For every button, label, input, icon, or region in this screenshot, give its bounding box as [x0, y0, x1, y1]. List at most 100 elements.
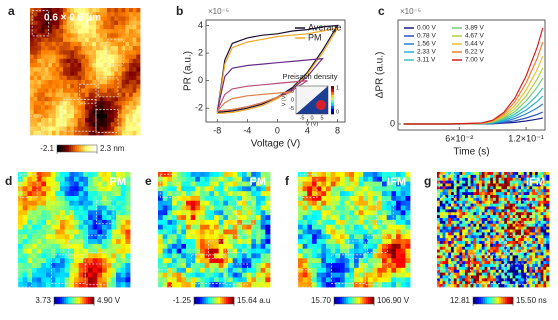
- map-pixel: [349, 219, 355, 226]
- map-pixel: [195, 248, 201, 254]
- map-pixel: [391, 176, 397, 182]
- map-pixel: [448, 200, 452, 205]
- map-pixel: [85, 16, 90, 22]
- map-pixel: [456, 249, 460, 253]
- map-pixel: [451, 180, 455, 184]
- map-pixel: [63, 46, 68, 51]
- map-pixel: [85, 50, 90, 55]
- map-pixel: [487, 223, 491, 228]
- colorbar-step: [503, 297, 506, 304]
- map-pixel: [55, 195, 61, 202]
- map-pixel: [529, 218, 533, 222]
- map-pixel: [439, 197, 443, 202]
- map-pixel: [532, 264, 536, 268]
- map-pixel: [78, 272, 84, 278]
- map-pixel: [456, 220, 460, 225]
- map-pixel: [504, 200, 508, 205]
- map-pixel: [228, 191, 234, 197]
- map-pixel: [214, 248, 220, 254]
- map-pixel: [540, 180, 544, 184]
- inset-colorbar-step: [331, 108, 334, 112]
- map-pixel: [55, 71, 60, 77]
- map-pixel: [167, 186, 173, 192]
- map-pixel: [354, 195, 360, 202]
- map-pixel: [476, 172, 480, 176]
- map-pixel: [451, 203, 455, 207]
- map-pixel: [209, 210, 215, 216]
- map-pixel: [256, 172, 262, 178]
- map-pixel: [66, 84, 71, 89]
- map-pixel: [354, 253, 360, 259]
- map-pixel: [473, 272, 477, 276]
- map-pixel: [465, 218, 469, 222]
- map-pixel: [368, 176, 374, 182]
- map-pixel: [125, 41, 130, 47]
- map-pixel: [44, 118, 49, 123]
- map-pixel: [114, 118, 119, 123]
- map-pixel: [74, 224, 80, 230]
- map-pixel: [504, 284, 508, 288]
- map-pixel: [377, 258, 383, 264]
- map-pixel: [529, 177, 533, 182]
- map-pixel: [48, 84, 53, 89]
- map-pixel: [74, 20, 79, 26]
- map-pixel: [200, 176, 206, 182]
- map-pixel: [537, 284, 541, 288]
- map-pixel: [529, 266, 533, 271]
- map-pixel: [172, 263, 178, 269]
- map-pixel: [363, 267, 369, 274]
- map-pixel: [512, 284, 516, 288]
- map-pixel: [540, 200, 544, 205]
- map-pixel: [330, 210, 336, 216]
- map-pixel: [260, 219, 266, 226]
- map-pixel: [490, 264, 494, 268]
- map-pixel: [204, 205, 210, 211]
- map-pixel: [60, 234, 66, 240]
- map-pixel: [368, 277, 374, 283]
- map-pixel: [88, 92, 93, 98]
- map-pixel: [535, 278, 539, 282]
- map-pixel: [176, 172, 182, 178]
- map-pixel: [529, 197, 533, 202]
- map-pixel: [52, 79, 57, 85]
- map-pixel: [190, 215, 196, 221]
- map-pixel: [532, 246, 536, 251]
- x-tick-label: -8: [213, 125, 221, 135]
- map-pixel: [490, 266, 494, 271]
- map-pixel: [462, 232, 466, 236]
- map-pixel: [481, 232, 485, 236]
- map-pixel: [60, 253, 66, 259]
- map-pixel: [120, 277, 126, 283]
- map-pixel: [523, 209, 527, 213]
- colorbar-frame: [193, 296, 235, 305]
- map-pixel: [484, 203, 488, 207]
- map-pixel: [335, 248, 341, 254]
- map-pixel: [507, 261, 511, 265]
- map-pixel: [66, 46, 71, 51]
- map-pixel: [136, 130, 141, 136]
- map-pixel: [543, 246, 547, 251]
- map-pixel: [77, 130, 82, 136]
- map-pixel: [493, 261, 497, 265]
- map-pixel: [473, 206, 477, 210]
- map-pixel: [69, 229, 75, 235]
- map-pixel: [473, 226, 477, 230]
- map-pixel: [535, 284, 539, 288]
- map-pixel: [470, 252, 474, 256]
- map-pixel: [246, 181, 252, 187]
- map-pixel: [518, 275, 522, 279]
- map-pixel: [158, 200, 164, 206]
- map-pixel: [88, 37, 93, 43]
- map-pixel: [437, 218, 441, 222]
- map-pixel: [66, 50, 71, 55]
- map-pixel: [256, 205, 262, 211]
- colorbar-step: [493, 297, 496, 304]
- map-pixel: [526, 183, 530, 187]
- map-pixel: [349, 277, 355, 283]
- map-pixel: [330, 258, 336, 264]
- map-pixel: [78, 239, 84, 245]
- map-pixel: [504, 264, 508, 268]
- map-pixel: [493, 226, 497, 230]
- map-pixel: [242, 267, 248, 274]
- map-pixel: [382, 243, 388, 250]
